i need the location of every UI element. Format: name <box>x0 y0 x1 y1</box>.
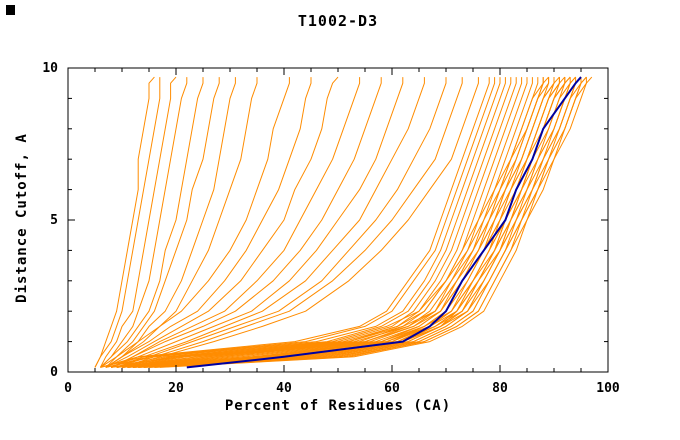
model-curve <box>111 77 512 368</box>
model-curve <box>116 77 544 368</box>
model-curve <box>100 77 204 368</box>
model-curve <box>138 76 571 368</box>
model-curve <box>132 76 576 368</box>
model-curve <box>121 77 463 368</box>
model-curve <box>116 77 523 368</box>
model-curve <box>116 77 425 368</box>
model-curve <box>105 76 339 368</box>
model-curve <box>105 77 258 368</box>
model-curve <box>100 77 490 368</box>
model-curve <box>105 77 501 368</box>
model-curve <box>105 77 506 368</box>
model-curve <box>111 77 404 368</box>
model-curve <box>121 77 566 368</box>
model-curve <box>116 77 447 368</box>
chart-title: T1002-D3 <box>297 12 379 30</box>
model-curve <box>127 77 550 368</box>
model-curve <box>116 77 560 368</box>
model-curve <box>110 77 361 368</box>
model-curve <box>121 77 479 368</box>
model-curve <box>127 77 555 368</box>
model-curve <box>110 77 382 368</box>
model-curve <box>105 77 220 368</box>
x-tick-label: 40 <box>276 381 292 396</box>
x-tick-label: 60 <box>384 381 400 396</box>
model-curve <box>99 76 177 368</box>
x-tick-label: 20 <box>168 381 184 396</box>
model-curve <box>138 76 582 368</box>
highlight-curve <box>186 76 582 369</box>
corner-artifact <box>6 5 15 15</box>
x-tick-label: 100 <box>596 381 620 396</box>
x-tick-label: 80 <box>492 381 508 396</box>
model-curve <box>100 77 290 368</box>
model-curve <box>100 77 496 368</box>
y-tick-label: 10 <box>42 61 58 76</box>
model-curve <box>105 77 312 368</box>
model-curve <box>159 76 593 368</box>
model-curve <box>100 77 188 368</box>
model-curve <box>127 76 560 368</box>
model-curve <box>94 76 155 368</box>
x-tick-label: 0 <box>64 381 72 396</box>
model-curve <box>111 77 550 368</box>
x-axis-label: Percent of Residues (CA) <box>224 398 452 414</box>
model-curve <box>121 77 555 368</box>
y-tick-label: 5 <box>50 213 58 228</box>
model-curve <box>105 77 236 368</box>
y-tick-label: 0 <box>50 365 58 380</box>
model-curve <box>94 77 161 368</box>
model-curve <box>138 77 571 368</box>
model-curve <box>116 77 533 368</box>
